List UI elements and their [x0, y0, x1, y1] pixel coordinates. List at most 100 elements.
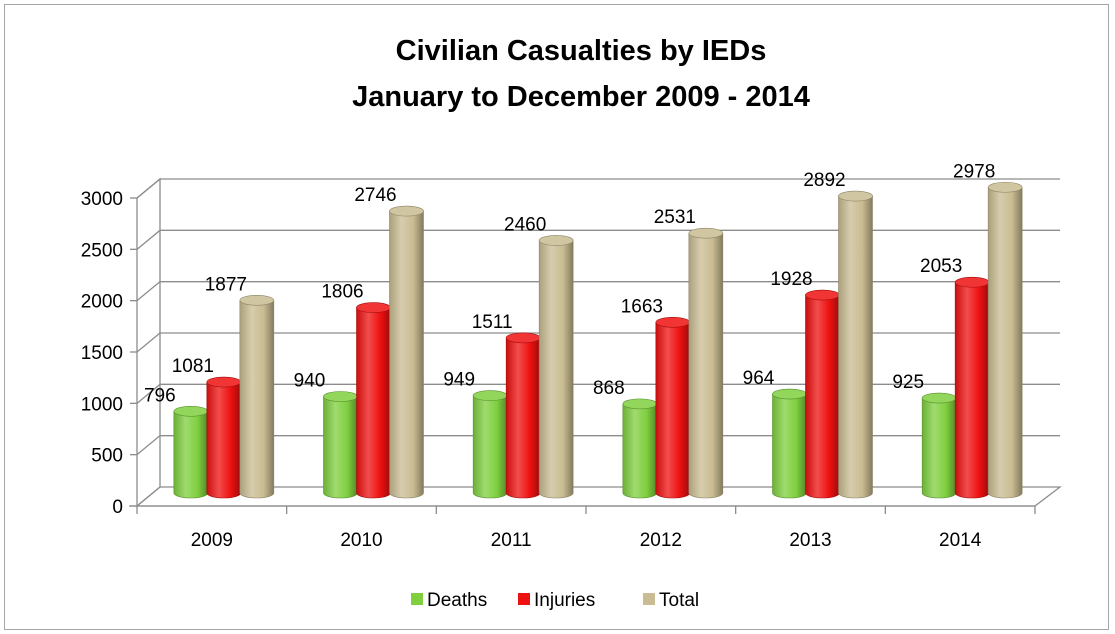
bar-deaths-2013 — [772, 388, 807, 499]
bar-deaths-2009 — [173, 405, 209, 499]
data-label-injuries-2010: 1806 — [321, 282, 363, 303]
bar-total-2012 — [688, 227, 724, 499]
bar-top — [173, 405, 209, 417]
bar-injuries-2012 — [655, 316, 691, 499]
bar-total-2014 — [987, 181, 1023, 499]
bar-injuries-2011 — [505, 332, 541, 499]
gridline-1500 — [136, 332, 1060, 353]
bar-total-2010 — [389, 205, 424, 499]
data-label-total-2014: 2978 — [953, 161, 995, 182]
bar-injuries-2014 — [954, 276, 990, 499]
legend-item-total: Total — [643, 590, 699, 611]
bar-top — [805, 289, 840, 301]
data-label-injuries-2011: 1511 — [472, 312, 513, 333]
bar-body — [323, 396, 358, 499]
x-tick-label-2011: 2011 — [491, 530, 532, 551]
bar-body — [356, 307, 391, 499]
x-tick-label-2009: 2009 — [191, 530, 233, 551]
data-label-deaths-2010: 940 — [294, 370, 326, 391]
bar-top — [838, 190, 873, 202]
bar-body — [505, 337, 541, 499]
bar-top — [538, 235, 574, 246]
bar-total-2011 — [538, 235, 574, 499]
data-label-total-2011: 2460 — [504, 214, 546, 235]
legend-item-injuries: Injuries — [518, 590, 595, 611]
bar-top — [921, 392, 957, 404]
bar-body — [838, 195, 873, 499]
bar-injuries-2010 — [356, 302, 391, 499]
data-label-deaths-2012: 868 — [593, 378, 625, 399]
data-label-deaths-2013: 964 — [743, 368, 775, 389]
gridlines — [136, 178, 1060, 456]
legend-label: Total — [659, 590, 699, 611]
bar-top — [356, 302, 391, 313]
data-label-deaths-2014: 925 — [892, 372, 924, 393]
chart-title-line-2: January to December 2009 - 2014 — [352, 81, 810, 113]
bar-deaths-2011 — [472, 390, 508, 499]
bar-body — [772, 393, 807, 499]
bar-top — [472, 390, 508, 401]
legend: Deaths Injuries Total — [411, 590, 699, 611]
gridline-2000 — [136, 281, 1060, 302]
data-label-total-2009: 1877 — [205, 274, 247, 295]
y-tick-label-1500: 1500 — [81, 343, 123, 364]
data-label-injuries-2014: 2053 — [920, 256, 962, 277]
y-axis: 0 500 1000 1500 2000 2500 3000 — [81, 189, 137, 518]
x-tick-label-2010: 2010 — [340, 530, 382, 551]
bars — [173, 181, 1023, 499]
bar-body — [805, 294, 840, 499]
bar-top — [772, 388, 807, 400]
legend-swatch — [411, 593, 423, 605]
bar-top — [622, 398, 658, 410]
bar-deaths-2010 — [323, 391, 358, 499]
y-tick-label-0: 0 — [112, 497, 123, 518]
bar-top — [954, 276, 990, 288]
bar-total-2013 — [838, 190, 873, 499]
bar-top — [987, 181, 1023, 193]
bar-top — [323, 391, 358, 402]
bar-body — [921, 397, 957, 499]
bar-top — [206, 376, 242, 388]
legend-item-deaths: Deaths — [411, 590, 487, 611]
bar-top — [389, 205, 424, 217]
legend-swatch — [518, 593, 530, 605]
gridline-2500 — [136, 229, 1060, 250]
data-label-total-2012: 2531 — [654, 207, 696, 228]
y-tick-label-1000: 1000 — [81, 394, 123, 415]
bar-top — [655, 316, 691, 328]
x-tick-label-2012: 2012 — [640, 530, 682, 551]
bar-body — [954, 281, 990, 499]
bar-body — [622, 403, 658, 499]
x-tick-label-2014: 2014 — [939, 530, 982, 551]
bar-body — [173, 410, 209, 499]
bar-body — [206, 381, 242, 499]
bar-top — [688, 227, 724, 239]
bar-body — [688, 232, 724, 499]
bar-body — [239, 299, 275, 499]
bar-top — [239, 294, 275, 306]
y-tick-label-2000: 2000 — [81, 292, 123, 313]
legend-label: Injuries — [534, 590, 595, 611]
data-label-total-2010: 2746 — [354, 185, 396, 206]
data-label-injuries-2012: 1663 — [621, 296, 663, 317]
x-axis: 2009 2010 2011 2012 2013 2014 — [136, 506, 1036, 551]
bar-total-2009 — [239, 294, 275, 499]
bar-deaths-2012 — [622, 398, 658, 499]
y-tick-label-2500: 2500 — [81, 240, 123, 261]
data-label-deaths-2009: 796 — [144, 385, 176, 406]
bar-body — [655, 321, 691, 499]
bar-injuries-2009 — [206, 376, 242, 499]
bar-deaths-2014 — [921, 392, 957, 499]
x-tick-label-2013: 2013 — [789, 530, 831, 551]
data-labels: 796 1081 1877 940 1806 2746 949 1511 2460 868 1663… — [144, 161, 995, 406]
data-label-total-2013: 2892 — [803, 170, 845, 191]
gridline-500 — [136, 435, 1060, 456]
legend-swatch — [643, 593, 655, 605]
bar-body — [538, 240, 574, 499]
bar-injuries-2013 — [805, 289, 840, 499]
floor — [135, 486, 1062, 507]
bar-body — [389, 210, 424, 499]
data-label-injuries-2013: 1928 — [770, 269, 812, 290]
legend-label: Deaths — [427, 590, 487, 611]
